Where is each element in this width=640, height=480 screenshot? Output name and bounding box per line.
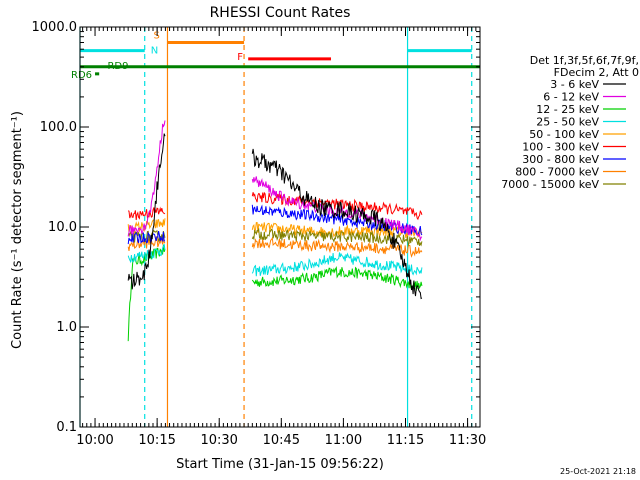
annotation-label: F: [237, 52, 243, 63]
series-line: [251, 191, 423, 221]
annotation-label: N: [151, 46, 158, 57]
series-line: [127, 120, 166, 237]
y-tick-label: 1.0: [56, 320, 77, 335]
series-line: [127, 235, 166, 251]
legend-entry-label: 12 - 25 keV: [536, 103, 599, 116]
series-line: [251, 148, 423, 300]
x-tick-label: 11:30: [449, 433, 486, 448]
legend: Det 1f,3f,5f,6f,7f,9f,FDecim 2, Att 03 -…: [501, 54, 639, 191]
chart-title: RHESSI Count Rates: [210, 5, 351, 21]
legend-entry-label: 100 - 300 keV: [522, 141, 599, 154]
annotation-label: RD9: [107, 61, 128, 72]
x-tick-label: 10:45: [263, 433, 300, 448]
legend-entry-label: 300 - 800 keV: [522, 153, 599, 166]
axes-layer: 0.1 1.0 10.0 100.0 1000.0 10:00 10:15 10:30 10:4…: [32, 20, 487, 448]
legend-entry-label: 50 - 100 keV: [529, 128, 599, 141]
legend-header: FDecim 2, Att 0: [554, 66, 639, 79]
legend-entry-label: 3 - 6 keV: [550, 78, 599, 91]
series-line: [251, 252, 423, 277]
legend-entry-label: 6 - 12 keV: [543, 91, 599, 104]
x-tick-label: 11:15: [387, 433, 424, 448]
series-line: [127, 229, 166, 243]
y-tick-label: 0.1: [56, 420, 77, 435]
y-axis-label: Count Rate (s⁻¹ detector segment⁻¹): [10, 111, 25, 349]
x-tick-label: 10:00: [76, 433, 113, 448]
legend-entry-label: 25 - 50 keV: [536, 116, 599, 129]
legend-entry-label: 800 - 7000 keV: [515, 166, 599, 179]
series-line: [127, 133, 166, 290]
series-line: [127, 230, 166, 245]
x-tick-label: 11:00: [325, 433, 362, 448]
x-tick-label: 10:30: [200, 433, 237, 448]
series-line: [251, 265, 423, 291]
legend-header: Det 1f,3f,5f,6f,7f,9f,: [530, 54, 639, 67]
y-tick-label: 100.0: [40, 120, 77, 135]
series-line: [127, 218, 166, 234]
series-line: [127, 206, 166, 221]
series-line: [251, 221, 423, 239]
x-tick-label: 10:15: [138, 433, 175, 448]
x-axis-label: Start Time (31-Jan-15 09:56:22): [176, 457, 384, 472]
plot-area: [127, 120, 423, 342]
footer-timestamp: 25-Oct-2021 21:18: [560, 467, 636, 476]
annotation-label: RD6: [71, 70, 92, 81]
legend-entry-label: 7000 - 15000 keV: [501, 178, 599, 191]
y-tick-label: 1000.0: [32, 20, 78, 35]
y-tick-label: 10.0: [48, 220, 77, 235]
series-line: [127, 244, 166, 264]
